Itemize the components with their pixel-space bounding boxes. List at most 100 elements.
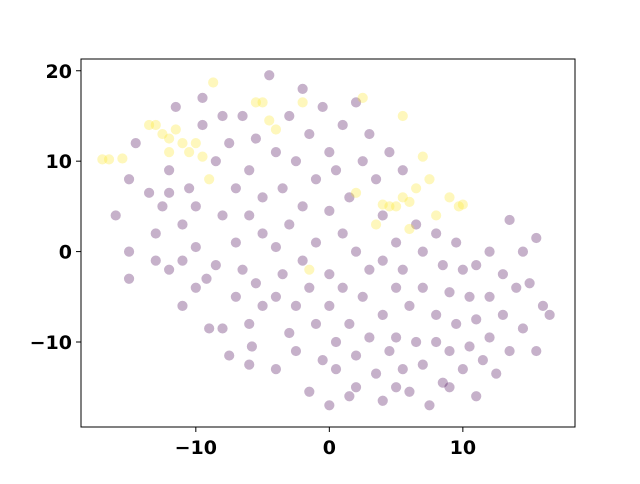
x-tick-label: −10 [175,437,217,459]
scatter-point [417,359,428,370]
scatter-point [270,364,282,375]
scatter-point [437,260,448,271]
scatter-point [284,219,295,230]
scatter-point [531,345,542,357]
scatter-point [177,300,188,311]
scatter-point [350,97,362,108]
scatter-point [524,278,535,289]
scatter-point [250,133,262,144]
scatter-point [404,196,415,207]
scatter-point [377,395,388,406]
scatter-point [257,192,268,203]
scatter-point [384,345,395,357]
scatter-point [350,350,362,361]
scatter-point [290,300,302,311]
scatter-point [250,97,262,108]
scatter-point [531,232,542,244]
scatter-point [310,318,322,330]
scatter-point [431,228,442,239]
scatter-point [397,165,408,176]
scatter-point [257,300,268,311]
scatter-point [304,386,315,397]
scatter-point [164,147,175,158]
scatter-point [417,151,428,162]
scatter-point [304,264,315,275]
scatter-point [417,246,428,257]
scatter-point [357,156,368,167]
scatter-point [270,147,282,158]
scatter-point [330,364,342,375]
scatter-point [324,269,335,280]
scatter-point [350,246,362,257]
scatter-point [431,210,442,221]
scatter-point [344,391,355,402]
y-tick-label: 0 [59,242,72,264]
scatter-point [417,282,428,293]
scatter-point [424,174,435,185]
scatter-point [170,124,181,135]
scatter-point [97,154,108,165]
scatter-point [217,110,228,122]
scatter-point [184,183,195,194]
x-tick-label: 0 [323,437,336,459]
scatter-point [157,128,168,140]
scatter-point [190,282,201,293]
scatter-point [190,137,201,149]
y-tick-label: 10 [46,151,72,173]
scatter-point [390,282,402,293]
scatter-point [257,97,268,108]
scatter-point [364,264,375,275]
scatter-point [117,153,128,164]
scatter-point [230,183,241,194]
scatter-point [237,264,248,275]
scatter-point [464,341,475,352]
scatter-point [164,264,175,275]
scatter-point [457,264,468,275]
scatter-point [277,269,288,280]
scatter-point [337,119,348,131]
scatter-point [337,282,348,293]
scatter-point [197,92,208,103]
scatter-point [537,300,549,311]
scatter-point [411,219,422,230]
scatter-point [123,246,135,257]
scatter-point [377,309,388,320]
scatter-point [297,255,308,266]
scatter-point [270,291,282,302]
scatter-point [390,382,402,393]
scatter-point [457,364,468,375]
scatter-point [324,300,335,311]
scatter-point [350,187,362,198]
scatter-point [484,291,495,302]
scatter-point [210,156,221,167]
scatter-point [103,154,115,165]
scatter-point [390,237,402,248]
scatter-point [370,219,382,230]
scatter-point [357,92,368,103]
scatter-point [123,174,135,185]
scatter-point [451,318,462,330]
scatter-point [264,115,275,126]
scatter-point [397,264,408,275]
scatter-point [491,368,502,379]
scatter-point [397,192,408,203]
scatter-point [244,210,255,221]
scatter-point [390,332,402,343]
scatter-point [411,183,422,194]
scatter-point [224,350,235,361]
scatter-point [177,255,188,266]
scatter-point [344,192,355,203]
scatter-point [451,237,462,248]
scatter-point [123,273,135,284]
scatter-point [270,241,282,253]
y-tick-label: 20 [46,61,72,83]
scatter-point [544,309,555,320]
scatter-point [177,219,188,230]
scatter-point [310,237,322,248]
scatter-point [244,165,255,176]
scatter-point [344,318,355,330]
scatter-point [370,174,382,185]
scatter-point [404,386,415,397]
scatter-point [404,300,415,311]
